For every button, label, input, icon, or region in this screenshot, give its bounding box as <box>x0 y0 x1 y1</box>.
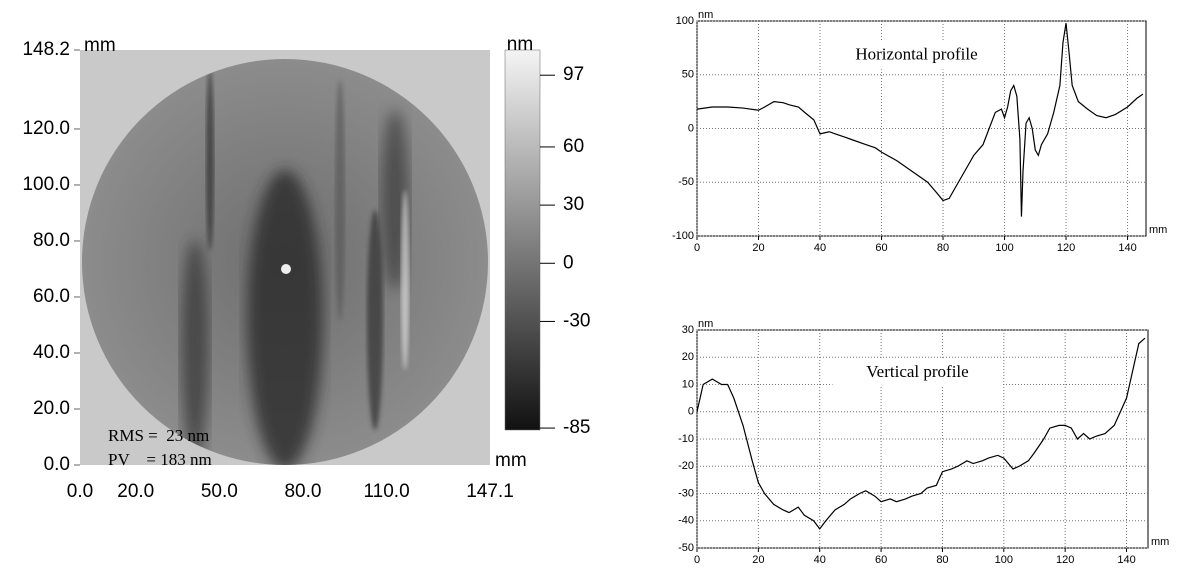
annotation-box <box>831 41 1002 70</box>
y-tick-label: -100 <box>672 230 694 242</box>
y-tick-label: -50 <box>678 176 694 188</box>
colorbar-tick-label: -30 <box>563 310 590 331</box>
profile-line <box>696 337 1146 530</box>
annotation: RMS = 23 nm <box>108 426 209 445</box>
y-tick-label: 20 <box>682 351 694 363</box>
x-tick-label: 0 <box>694 242 700 254</box>
x-tick-label: 40 <box>814 554 826 566</box>
y-tick-label: 100 <box>676 15 694 27</box>
y-tick-label: -30 <box>678 487 694 499</box>
y-tick-label: -40 <box>678 515 694 527</box>
y-tick-label: 30 <box>682 324 694 336</box>
y-tick-label: -20 <box>678 460 694 472</box>
y-axis-unit: nm <box>698 9 713 21</box>
annotation: Horizontal profile <box>855 44 977 63</box>
y-tick-label: 148.2 <box>22 39 70 60</box>
x-axis-unit: mm <box>1149 224 1167 236</box>
x-tick-label: 50.0 <box>201 481 238 502</box>
x-tick-label: 20 <box>752 554 764 566</box>
x-tick-label: 80 <box>936 554 948 566</box>
x-tick-label: 80 <box>937 242 949 254</box>
colorbar-tick-label: 0 <box>563 252 574 273</box>
x-tick-label: 60 <box>875 242 887 254</box>
y-tick-label: 120.0 <box>22 118 70 139</box>
y-tick-label: 40.0 <box>33 342 70 363</box>
colorbar-tick-label: 60 <box>563 136 584 157</box>
y-tick-label: 0.0 <box>44 454 70 475</box>
y-tick-label: 0 <box>688 122 694 134</box>
annotation: Vertical profile <box>866 362 968 381</box>
x-tick-label: 140 <box>1118 242 1136 254</box>
x-tick-label: 140 <box>1117 554 1135 566</box>
profile-line <box>696 23 1144 217</box>
x-tick-label: 100 <box>995 242 1013 254</box>
surface-map <box>80 49 541 465</box>
y-tick-label: 20.0 <box>33 398 70 419</box>
y-tick-label: 100.0 <box>22 174 70 195</box>
x-axis-unit: mm <box>495 450 527 471</box>
y-tick-label: 10 <box>682 378 694 390</box>
y-tick-label: -50 <box>678 542 694 554</box>
y-axis-unit: mm <box>84 35 116 56</box>
x-tick-label: 110.0 <box>364 481 410 502</box>
x-axis-unit: mm <box>1151 536 1169 548</box>
x-tick-label: 0.0 <box>67 481 93 502</box>
x-tick-label: 147.1 <box>466 481 514 502</box>
x-tick-label: 100 <box>995 554 1013 566</box>
x-tick-label: 120 <box>1057 242 1075 254</box>
annotation-box <box>832 358 1003 387</box>
y-axis-unit: nm <box>698 318 713 330</box>
y-tick-label: 60.0 <box>33 286 70 307</box>
y-tick-label: -10 <box>678 433 694 445</box>
y-tick-label: 0 <box>688 406 694 418</box>
colorbar-tick-label: -85 <box>563 417 590 438</box>
x-tick-label: 40 <box>814 242 826 254</box>
x-tick-label: 0 <box>694 554 700 566</box>
x-tick-label: 20.0 <box>117 481 154 502</box>
y-tick-label: 50 <box>682 69 694 81</box>
colorbar-tick-label: 97 <box>563 64 584 85</box>
x-tick-label: 80.0 <box>284 481 321 502</box>
y-tick-label: 80.0 <box>33 230 70 251</box>
annotation: PV = 183 nm <box>108 450 212 469</box>
x-tick-label: 120 <box>1056 554 1074 566</box>
x-tick-label: 20 <box>752 242 764 254</box>
x-tick-label: 60 <box>875 554 887 566</box>
colorbar-tick-label: 30 <box>563 194 584 215</box>
colorbar-unit: nm <box>507 34 533 55</box>
